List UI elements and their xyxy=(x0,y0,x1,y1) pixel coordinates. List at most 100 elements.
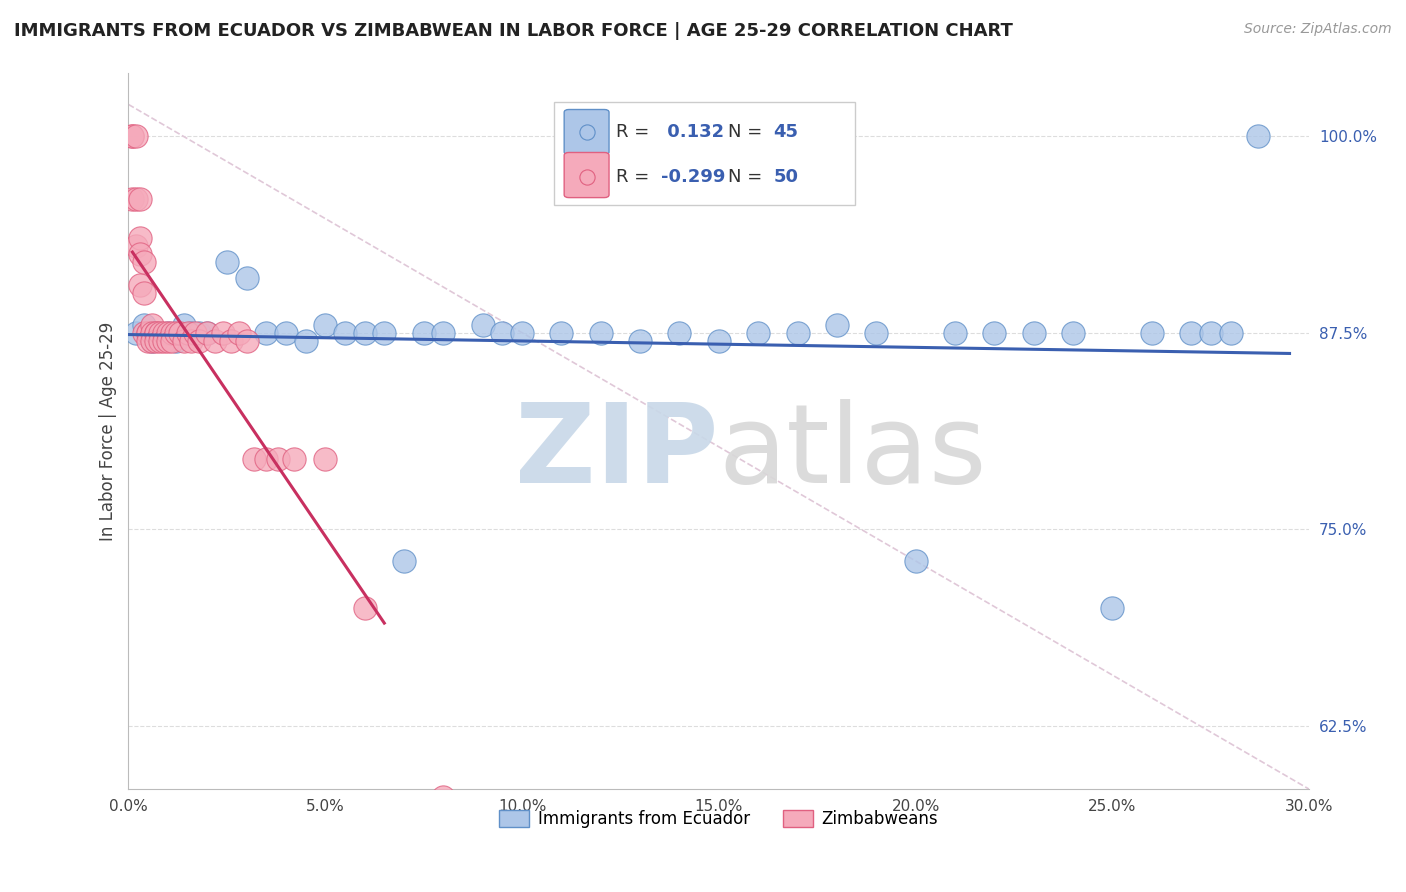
Point xyxy=(184,326,207,340)
Point xyxy=(176,326,198,340)
Point xyxy=(153,326,176,340)
Point xyxy=(212,326,235,340)
Point xyxy=(195,326,218,340)
Point xyxy=(491,326,513,340)
Text: 0.132: 0.132 xyxy=(661,123,724,142)
Point xyxy=(165,334,187,348)
Point xyxy=(149,326,172,340)
Text: N =: N = xyxy=(728,168,768,186)
Point xyxy=(141,334,163,348)
Point xyxy=(1101,601,1123,615)
Point xyxy=(153,334,176,348)
Point xyxy=(121,128,143,143)
Point xyxy=(141,326,163,340)
Point xyxy=(129,278,152,293)
Point xyxy=(169,326,191,340)
Point xyxy=(432,790,454,805)
FancyBboxPatch shape xyxy=(554,102,855,205)
Point xyxy=(125,192,148,206)
Point xyxy=(136,326,159,340)
Text: R =: R = xyxy=(616,123,655,142)
Point xyxy=(228,326,250,340)
Point xyxy=(156,334,179,348)
Point xyxy=(373,326,395,340)
Point xyxy=(160,334,183,348)
Point xyxy=(274,326,297,340)
Point xyxy=(353,601,375,615)
Point xyxy=(156,326,179,340)
Point xyxy=(412,326,434,340)
Text: 50: 50 xyxy=(773,168,799,186)
Point xyxy=(134,286,156,301)
Point xyxy=(983,326,1005,340)
Point xyxy=(825,318,848,332)
Point xyxy=(134,318,156,332)
Text: ZIP: ZIP xyxy=(516,399,718,506)
Point xyxy=(1219,326,1241,340)
Point xyxy=(314,451,336,466)
Point xyxy=(141,334,163,348)
Text: Source: ZipAtlas.com: Source: ZipAtlas.com xyxy=(1244,22,1392,37)
Point xyxy=(235,334,257,348)
Point xyxy=(165,326,187,340)
Point xyxy=(160,326,183,340)
Point xyxy=(314,318,336,332)
Point xyxy=(219,334,242,348)
Point xyxy=(180,334,202,348)
Point xyxy=(121,192,143,206)
Point xyxy=(156,326,179,340)
Point xyxy=(747,326,769,340)
Point xyxy=(707,334,730,348)
Point xyxy=(145,326,167,340)
Point xyxy=(1180,326,1202,340)
Point xyxy=(134,326,156,340)
Text: IMMIGRANTS FROM ECUADOR VS ZIMBABWEAN IN LABOR FORCE | AGE 25-29 CORRELATION CHA: IMMIGRANTS FROM ECUADOR VS ZIMBABWEAN IN… xyxy=(14,22,1012,40)
Point xyxy=(1022,326,1045,340)
Text: N =: N = xyxy=(728,123,768,142)
Point xyxy=(129,192,152,206)
Text: R =: R = xyxy=(616,168,655,186)
Point xyxy=(353,326,375,340)
Point xyxy=(510,326,533,340)
Point xyxy=(668,326,690,340)
Point xyxy=(129,231,152,245)
Point xyxy=(1062,326,1084,340)
Point xyxy=(628,334,651,348)
Point xyxy=(125,128,148,143)
Point xyxy=(550,326,572,340)
Point xyxy=(141,318,163,332)
Text: atlas: atlas xyxy=(718,399,987,506)
Point xyxy=(904,554,927,568)
Point xyxy=(294,334,316,348)
Point xyxy=(786,326,808,340)
Point xyxy=(125,239,148,253)
Point xyxy=(180,326,202,340)
Point xyxy=(129,247,152,261)
Point xyxy=(235,270,257,285)
Legend: Immigrants from Ecuador, Zimbabweans: Immigrants from Ecuador, Zimbabweans xyxy=(492,803,945,835)
Point xyxy=(432,326,454,340)
Point xyxy=(121,128,143,143)
Point xyxy=(173,334,195,348)
Point xyxy=(243,451,266,466)
Point xyxy=(149,334,172,348)
Point xyxy=(589,326,612,340)
Point xyxy=(1140,326,1163,340)
Point xyxy=(188,334,211,348)
Y-axis label: In Labor Force | Age 25-29: In Labor Force | Age 25-29 xyxy=(100,321,117,541)
Point xyxy=(136,334,159,348)
Point xyxy=(254,451,277,466)
Point xyxy=(136,326,159,340)
FancyBboxPatch shape xyxy=(564,110,609,154)
Text: 45: 45 xyxy=(773,123,799,142)
Point xyxy=(283,451,305,466)
Point xyxy=(195,326,218,340)
Point xyxy=(1247,128,1270,143)
Text: -0.299: -0.299 xyxy=(661,168,725,186)
Point xyxy=(204,334,226,348)
Point xyxy=(1199,326,1222,340)
FancyBboxPatch shape xyxy=(564,153,609,198)
Point xyxy=(149,326,172,340)
Point xyxy=(134,255,156,269)
Point xyxy=(865,326,887,340)
